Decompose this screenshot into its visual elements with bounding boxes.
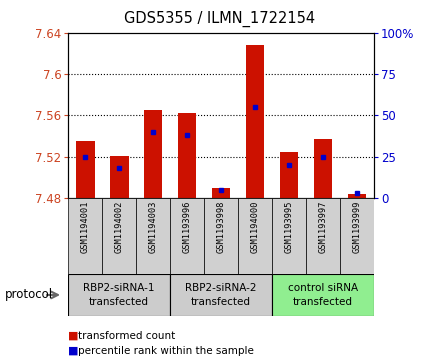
Bar xyxy=(246,45,264,198)
Bar xyxy=(170,198,204,274)
Text: RBP2-siRNA-2
transfected: RBP2-siRNA-2 transfected xyxy=(185,284,257,306)
Text: transformed count: transformed count xyxy=(78,331,176,341)
Text: protocol: protocol xyxy=(4,289,52,301)
Bar xyxy=(170,274,272,316)
Text: GSM1193998: GSM1193998 xyxy=(216,201,226,253)
Bar xyxy=(110,155,128,198)
Bar xyxy=(136,198,170,274)
Text: GSM1194001: GSM1194001 xyxy=(81,201,90,253)
Text: GSM1193996: GSM1193996 xyxy=(183,201,192,253)
Bar xyxy=(178,113,197,198)
Text: GSM1194002: GSM1194002 xyxy=(115,201,124,253)
Bar xyxy=(348,194,367,198)
Bar xyxy=(314,139,332,198)
Bar xyxy=(204,198,238,274)
Bar xyxy=(68,198,102,274)
Text: percentile rank within the sample: percentile rank within the sample xyxy=(78,346,254,356)
Bar xyxy=(272,198,306,274)
Text: GSM1194000: GSM1194000 xyxy=(250,201,260,253)
Text: GSM1194003: GSM1194003 xyxy=(149,201,158,253)
Bar xyxy=(272,274,374,316)
Bar xyxy=(212,188,231,198)
Text: RBP2-siRNA-1
transfected: RBP2-siRNA-1 transfected xyxy=(84,284,155,306)
Bar xyxy=(238,198,272,274)
Bar xyxy=(76,141,95,198)
Text: ■: ■ xyxy=(68,346,79,356)
Text: control siRNA
transfected: control siRNA transfected xyxy=(288,284,358,306)
Text: GSM1193997: GSM1193997 xyxy=(319,201,327,253)
Bar xyxy=(144,110,162,198)
Text: GSM1193995: GSM1193995 xyxy=(285,201,293,253)
Bar xyxy=(280,152,298,198)
Bar xyxy=(102,198,136,274)
Bar xyxy=(68,274,170,316)
Bar xyxy=(340,198,374,274)
Text: GDS5355 / ILMN_1722154: GDS5355 / ILMN_1722154 xyxy=(125,11,315,27)
Text: ■: ■ xyxy=(68,331,79,341)
Text: GSM1193999: GSM1193999 xyxy=(352,201,362,253)
Bar xyxy=(306,198,340,274)
